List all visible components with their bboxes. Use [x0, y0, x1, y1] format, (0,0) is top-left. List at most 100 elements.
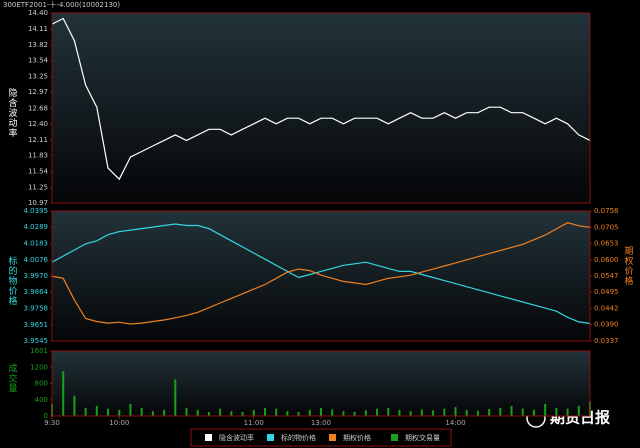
volume-bar [454, 407, 457, 416]
volume-bar [465, 409, 468, 416]
volume-bar [118, 409, 121, 416]
y2-tick-label: 0.0442 [594, 305, 619, 313]
panel-frame [51, 12, 591, 204]
volume-bar [577, 405, 580, 416]
volume-bar [320, 407, 322, 416]
volume-bar [230, 411, 233, 416]
y-tick-label: 3.9970 [24, 272, 49, 280]
volume-bar [364, 410, 367, 416]
x-tick-label: 13:00 [311, 419, 331, 427]
volume-bar [140, 407, 143, 416]
volume-bar [443, 408, 446, 416]
y2-tick-label: 0.0653 [594, 239, 619, 247]
y-tick-label: 10.97 [28, 199, 48, 207]
volume-bar [174, 379, 177, 416]
y-tick-label: 4.0289 [24, 223, 49, 231]
volume-bar [342, 411, 345, 416]
y-tick-label: 12.40 [28, 120, 48, 128]
panel-background [52, 351, 590, 416]
volume-bar [73, 395, 76, 416]
volume-bar [185, 407, 188, 416]
volume-bar [297, 411, 300, 416]
y-tick-label: 12.68 [28, 104, 48, 112]
volume-bar [398, 409, 401, 416]
volume-bar [196, 409, 199, 416]
y2-tick-label: 0.0495 [594, 288, 619, 296]
line-series [51, 222, 591, 325]
volume-bar [488, 409, 491, 416]
y-tick-label: 1601 [30, 347, 48, 355]
volume-bar [510, 405, 513, 416]
volume-bar [62, 371, 65, 416]
volume-bar [432, 410, 435, 416]
y-tick-label: 800 [35, 380, 48, 388]
x-tick-label: 9:30 [44, 419, 60, 427]
panel-frame [51, 350, 591, 417]
volume-bar [532, 409, 535, 416]
x-tick-label: 11:00 [244, 419, 264, 427]
y-tick-label: 14.11 [28, 25, 48, 33]
volume-bar [151, 411, 154, 416]
panel-background [52, 13, 590, 203]
panel-background [52, 211, 590, 341]
legend-swatch [329, 434, 336, 441]
y-tick-label: 13.54 [28, 57, 49, 65]
volume-bar [544, 403, 547, 416]
volume-bar [84, 407, 87, 416]
volume-bar [129, 403, 132, 416]
y-tick-label: 1200 [30, 363, 48, 371]
chart-title: 300ETF2001-十-4.000(10002130) [3, 0, 120, 9]
legend-swatch [205, 434, 212, 441]
y2-axis-label: 期权价格 [623, 246, 634, 286]
y-tick-label: 13.25 [28, 73, 48, 81]
y2-tick-label: 0.0337 [594, 337, 619, 345]
line-series [51, 17, 591, 181]
y-tick-label: 3.9651 [24, 321, 49, 329]
y-tick-label: 4.0395 [24, 207, 49, 215]
legend-swatch [267, 434, 274, 441]
volume-bar [387, 407, 390, 416]
legend-swatch [391, 434, 398, 441]
volume-bar [263, 407, 266, 416]
y-tick-label: 0 [44, 412, 48, 420]
volume-bar [555, 407, 558, 416]
x-tick-label: 14:00 [445, 419, 465, 427]
y2-tick-label: 0.0758 [594, 207, 619, 215]
volume-bar [252, 409, 255, 416]
panel-frame [51, 210, 591, 342]
y2-tick-label: 0.0600 [594, 256, 619, 264]
volume-bar [521, 408, 524, 416]
y-tick-label: 4.0183 [24, 239, 49, 247]
y-axis-label: 隐含波动率 [7, 87, 18, 138]
y-tick-label: 400 [35, 396, 48, 404]
y-tick-label: 3.9864 [24, 288, 49, 296]
legend-label: 隐含波动率 [219, 433, 254, 442]
volume-bar [219, 408, 222, 416]
y-tick-label: 13.82 [28, 41, 48, 49]
legend-label: 期权价格 [343, 433, 371, 442]
volume-bar [275, 408, 278, 416]
y2-tick-label: 0.0390 [594, 321, 619, 329]
legend-label: 期权交易量 [405, 433, 440, 442]
volume-bar [331, 409, 334, 416]
volume-bar [163, 409, 166, 416]
line-series [51, 223, 591, 324]
y-tick-label: 3.9545 [24, 337, 49, 345]
y2-tick-label: 0.0705 [594, 223, 619, 231]
y-tick-label: 12.11 [28, 136, 48, 144]
x-tick-label: 10:00 [109, 419, 129, 427]
volume-bar [409, 411, 412, 416]
y-tick-label: 4.0076 [24, 256, 49, 264]
y-tick-label: 11.25 [28, 183, 48, 191]
y-axis-label: 成交量 [7, 362, 18, 393]
legend-box [190, 428, 452, 447]
legend-label: 标的物价格 [281, 433, 316, 442]
y2-tick-label: 0.0547 [594, 272, 619, 280]
volume-bar [308, 409, 311, 416]
volume-bar [376, 408, 379, 416]
volume-bar [476, 410, 479, 416]
volume-bar [207, 411, 210, 416]
volume-bar [353, 411, 356, 416]
volume-bar [107, 408, 110, 416]
